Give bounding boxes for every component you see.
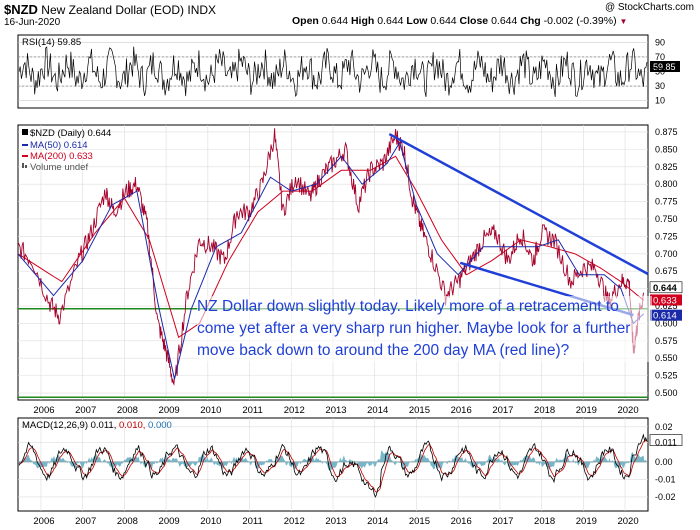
price-ytick: 0.675 bbox=[655, 266, 678, 276]
macd-line bbox=[18, 433, 648, 498]
rsi-ytick: 30 bbox=[655, 81, 665, 91]
x-tick-label: 2010 bbox=[200, 405, 221, 416]
rsi-last-tag: 59.85 bbox=[653, 62, 676, 72]
x-tick-label: 2006 bbox=[33, 516, 54, 527]
price-ytick: 0.825 bbox=[655, 162, 678, 172]
x-tick-label: 2011 bbox=[242, 516, 262, 527]
x-tick-label: 2015 bbox=[409, 516, 430, 527]
price-ytick: 0.500 bbox=[655, 388, 678, 398]
ma200-line bbox=[17, 155, 645, 339]
chg-label: Chg bbox=[520, 15, 541, 27]
x-tick-label: 2019 bbox=[576, 405, 597, 416]
low-value: 0.644 bbox=[430, 15, 457, 27]
ohlc-readout: Open 0.644 High 0.644 Low 0.644 Close 0.… bbox=[292, 15, 627, 27]
rsi-legend: RSI(14) 59.85 bbox=[22, 37, 81, 48]
symbol: $NZD bbox=[4, 2, 38, 17]
x-tick-label: 2013 bbox=[325, 516, 346, 527]
brand-label[interactable]: @ StockCharts.com bbox=[604, 2, 694, 13]
price-ytick: 0.575 bbox=[655, 336, 678, 346]
x-tick-label: 2015 bbox=[409, 405, 430, 416]
price-ytick: 0.750 bbox=[655, 214, 678, 224]
x-tick-label: 2010 bbox=[200, 516, 221, 527]
x-tick-label: 2020 bbox=[617, 405, 638, 416]
x-tick-label: 2020 bbox=[617, 516, 638, 527]
x-tick-label: 2007 bbox=[75, 516, 96, 527]
x-tick-label: 2012 bbox=[284, 516, 305, 527]
price-ytick: 0.700 bbox=[655, 249, 678, 259]
price-ytick: 0.775 bbox=[655, 197, 678, 207]
macd-ytick: 0.00 bbox=[655, 457, 673, 467]
symbol-name: New Zealand Dollar (EOD) bbox=[41, 3, 185, 17]
x-tick-label: 2008 bbox=[117, 516, 138, 527]
macd-ytick: -0.02 bbox=[655, 492, 676, 502]
rsi-ytick: 50 bbox=[655, 67, 665, 77]
x-tick-label: 2009 bbox=[159, 516, 180, 527]
x-tick-label: 2018 bbox=[534, 405, 555, 416]
macd-panel: MACD(12,26,9) 0.011, 0.010, 0.000 0.02 0.… bbox=[17, 417, 683, 512]
high-value: 0.644 bbox=[377, 15, 404, 27]
legend-ma50: MA(50) 0.614 bbox=[30, 140, 88, 151]
rsi-ytick: 90 bbox=[655, 37, 665, 47]
legend-price: $NZD (Daily) 0.644 bbox=[30, 128, 111, 139]
x-tick-label: 2007 bbox=[75, 405, 96, 416]
down-arrow-icon: ▼ bbox=[619, 17, 628, 26]
rsi-panel: RSI(14) 59.85 59.85 90 70 50 30 10 bbox=[17, 34, 680, 109]
legend-ma200: MA(200) 0.633 bbox=[30, 151, 93, 162]
price-value-tag: 0.633 bbox=[653, 295, 677, 306]
exchange: INDX bbox=[187, 3, 217, 17]
macd-histogram bbox=[18, 450, 647, 471]
price-ytick: 0.725 bbox=[655, 231, 678, 241]
x-tick-label: 2017 bbox=[492, 516, 513, 527]
price-ytick: 0.550 bbox=[655, 353, 678, 363]
rsi-ytick: 10 bbox=[655, 96, 665, 106]
x-tick-label: 2006 bbox=[33, 405, 54, 416]
macd-ytick: -0.01 bbox=[655, 474, 676, 484]
macd-legend-macd: MACD(12,26,9) 0.011, bbox=[22, 420, 116, 431]
close-label: Close bbox=[459, 15, 489, 27]
chart-date: 16-Jun-2020 bbox=[4, 17, 61, 28]
x-tick-label: 2017 bbox=[492, 405, 513, 416]
chart-annotation: NZ Dollar down slightly today. Likely mo… bbox=[197, 296, 652, 362]
x-tick-label: 2012 bbox=[284, 405, 305, 416]
x-tick-label: 2018 bbox=[534, 516, 555, 527]
x-axis-macd: 2006 2007 2008 2009 2010 2011 2012 2013 2014 2015… bbox=[33, 516, 638, 527]
legend-volume: Volume undef bbox=[30, 162, 88, 173]
high-label: High bbox=[350, 15, 375, 27]
x-tick-label: 2013 bbox=[325, 405, 346, 416]
x-tick-label: 2008 bbox=[117, 405, 138, 416]
low-label: Low bbox=[406, 15, 428, 27]
macd-legend-signal: 0.010, bbox=[119, 420, 145, 431]
macd-ytick: 0.02 bbox=[655, 422, 673, 432]
open-label: Open bbox=[292, 15, 319, 27]
x-tick-label: 2009 bbox=[159, 405, 180, 416]
macd-legend: MACD(12,26,9) 0.011, 0.010, 0.000 bbox=[22, 420, 172, 431]
price-ytick: 0.625 bbox=[655, 301, 678, 311]
close-value: 0.644 bbox=[491, 15, 518, 27]
open-value: 0.644 bbox=[321, 15, 349, 27]
symbol-title: $NZD New Zealand Dollar (EOD) INDX bbox=[4, 2, 216, 17]
x-tick-label: 2014 bbox=[367, 516, 388, 527]
price-ytick: 0.875 bbox=[655, 127, 678, 137]
macd-legend-hist: 0.000 bbox=[148, 420, 172, 431]
price-legend: $NZD (Daily) 0.644 MA(50) 0.614 MA(200) … bbox=[22, 128, 111, 173]
price-ytick: 0.850 bbox=[655, 144, 678, 154]
x-tick-label: 2016 bbox=[451, 516, 472, 527]
price-ytick: 0.525 bbox=[655, 371, 678, 381]
price-line bbox=[17, 128, 645, 386]
price-ytick: 0.600 bbox=[655, 318, 678, 328]
x-tick-label: 2019 bbox=[576, 516, 597, 527]
macd-ytick: 0.011 bbox=[655, 438, 677, 448]
ma50-line bbox=[17, 141, 645, 380]
rsi-ytick: 70 bbox=[655, 52, 665, 62]
trend-line bbox=[388, 132, 649, 276]
price-value-tag: 0.644 bbox=[653, 283, 677, 294]
price-value-tag: 0.614 bbox=[653, 311, 677, 322]
chg-value: -0.002 (-0.39%) bbox=[543, 15, 617, 27]
x-tick-label: 2011 bbox=[242, 405, 262, 416]
x-tick-label: 2014 bbox=[367, 405, 388, 416]
x-axis-price: 2006 2007 2008 2009 2010 2011 2012 2013 2014 2015… bbox=[33, 405, 638, 416]
price-ytick: 0.800 bbox=[655, 179, 678, 189]
x-tick-label: 2016 bbox=[451, 405, 472, 416]
